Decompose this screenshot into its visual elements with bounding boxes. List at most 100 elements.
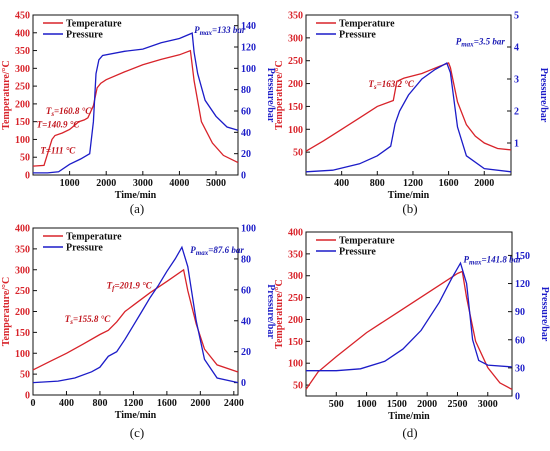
x-tick-label: 2000 — [96, 178, 116, 189]
y-left-tick-label: 100 — [15, 135, 30, 146]
y-left-tick-label: 150 — [15, 117, 30, 128]
annotation: Ts=163.2 °C — [368, 79, 414, 91]
series-line-pressure — [33, 32, 239, 174]
y-right-axis-label: Pressure/bar — [265, 68, 276, 123]
y-left-tick-label: 200 — [15, 307, 30, 318]
x-tick-label: 4000 — [169, 178, 189, 189]
y-left-tick-label: 300 — [15, 64, 30, 75]
x-tick-label: 400 — [334, 178, 349, 189]
y-left-tick-label: 100 — [15, 349, 30, 360]
annotation: T=111 °C — [40, 146, 76, 156]
y-right-tick-label: 40 — [241, 316, 251, 327]
series-line-temperature — [32, 49, 239, 167]
x-tick-label: 1600 — [439, 178, 459, 189]
legend-label-temperature: Temperature — [339, 19, 395, 30]
y-left-tick-label: 100 — [288, 125, 303, 136]
y-left-axis-label: Temperature/°C — [274, 279, 285, 349]
x-tick-label: 1500 — [387, 399, 407, 410]
y-right-tick-label: 30 — [515, 363, 525, 374]
x-tick-label: 1600 — [157, 398, 177, 409]
x-tick-label: 2500 — [447, 399, 467, 410]
series-line-pressure — [305, 62, 512, 173]
y-right-tick-label: 60 — [515, 335, 525, 346]
y-left-tick-label: 200 — [288, 79, 303, 90]
y-left-tick-label: 300 — [15, 265, 30, 276]
y-left-tick-label: 400 — [288, 228, 303, 239]
y-left-tick-label: 150 — [15, 328, 30, 339]
y-left-tick-label: 100 — [288, 359, 303, 370]
legend-label-pressure: Pressure — [339, 247, 376, 258]
y-right-tick-label: 60 — [241, 285, 251, 296]
y-right-tick-label: 100 — [241, 224, 256, 235]
legend-label-pressure: Pressure — [339, 30, 376, 41]
annotation: T=140.9 °C — [37, 120, 81, 130]
y-left-axis-label: Temperature/°C — [1, 277, 12, 347]
y-left-tick-label: 250 — [288, 293, 303, 304]
y-right-tick-label: 100 — [241, 64, 256, 75]
plot-frame — [305, 231, 513, 397]
y-left-tick-label: 450 — [15, 11, 30, 22]
y-left-tick-label: 50 — [20, 370, 30, 381]
y-left-tick-label: 250 — [15, 286, 30, 297]
y-left-tick-label: 200 — [288, 315, 303, 326]
y-right-axis-label: Pressure/bar — [265, 284, 276, 339]
y-right-tick-label: 60 — [241, 107, 251, 118]
x-tick-label: 2400 — [224, 398, 244, 409]
annotation: Pmax=141.8 bar — [464, 255, 523, 267]
y-right-tick-label: 0 — [241, 378, 246, 389]
x-axis-label: Time/min — [115, 190, 157, 201]
series-line-pressure — [306, 261, 513, 372]
y-left-tick-label: 50 — [20, 153, 30, 164]
annotation: Pmax=3.5 bar — [456, 37, 506, 49]
chart-panel-d: 500 1000 1500 2000 2500 300050100150200250300… — [274, 228, 550, 441]
legend-label-temperature: Temperature — [339, 236, 395, 247]
x-tick-label: 2000 — [474, 178, 494, 189]
y-right-tick-label: 80 — [241, 85, 251, 96]
y-left-tick-label: 50 — [293, 381, 303, 392]
y-left-tick-label: 300 — [288, 33, 303, 44]
series-line-temperature — [305, 270, 513, 390]
y-left-tick-label: 350 — [15, 46, 30, 57]
x-tick-label: 3000 — [133, 178, 153, 189]
y-left-tick-label: 350 — [288, 11, 303, 22]
x-tick-label: 500 — [329, 399, 344, 410]
x-tick-label: 0 — [31, 398, 36, 409]
y-right-axis-label: Pressure/bar — [538, 68, 549, 123]
x-axis-label: Time/min — [115, 410, 157, 421]
y-right-tick-label: 90 — [515, 307, 525, 318]
x-axis-label: Time/min — [388, 411, 430, 422]
y-right-tick-label: 4 — [514, 43, 519, 54]
x-tick-label: 1000 — [357, 399, 377, 410]
y-right-tick-label: 3 — [514, 75, 519, 86]
y-right-tick-label: 0 — [241, 171, 246, 182]
panel-caption: (d) — [402, 425, 417, 440]
x-tick-label: 800 — [92, 398, 107, 409]
y-left-tick-label: 350 — [15, 244, 30, 255]
y-right-tick-label: 140 — [241, 21, 256, 32]
chart-panel-c: 0 400 800 1200 1600 2000 240005010015020025030… — [1, 224, 276, 441]
annotation: Pmax=133 bar — [194, 25, 246, 37]
y-left-tick-label: 350 — [288, 249, 303, 260]
y-left-tick-label: 150 — [288, 337, 303, 348]
plot-frame — [305, 14, 512, 176]
x-tick-label: 5000 — [206, 178, 226, 189]
series-line-temperature — [305, 62, 512, 152]
annotation: Ts=160.8 °C — [46, 106, 92, 118]
y-left-tick-label: 300 — [288, 271, 303, 282]
x-tick-label: 800 — [370, 178, 385, 189]
y-left-tick-label: 400 — [15, 224, 30, 235]
chart-panel-b: 400 800 1200 1600 2000 50 100 150 200 250 300 350 1 2… — [274, 11, 549, 217]
y-left-tick-label: 400 — [15, 28, 30, 39]
plot-frame — [32, 14, 239, 176]
x-tick-label: 400 — [59, 398, 74, 409]
x-tick-label: 1000 — [60, 178, 80, 189]
y-right-tick-label: 120 — [241, 43, 256, 54]
y-left-tick-label: 0 — [25, 391, 30, 402]
y-right-tick-label: 80 — [241, 254, 251, 265]
annotation: Pmax=87.6 bar — [190, 245, 244, 257]
x-tick-label: 2000 — [417, 399, 437, 410]
chart-panel-a: 1000 2000 3000 4000 500005010015020025030035… — [1, 11, 276, 217]
x-tick-label: 1200 — [403, 178, 423, 189]
y-right-tick-label: 150 — [515, 251, 530, 262]
